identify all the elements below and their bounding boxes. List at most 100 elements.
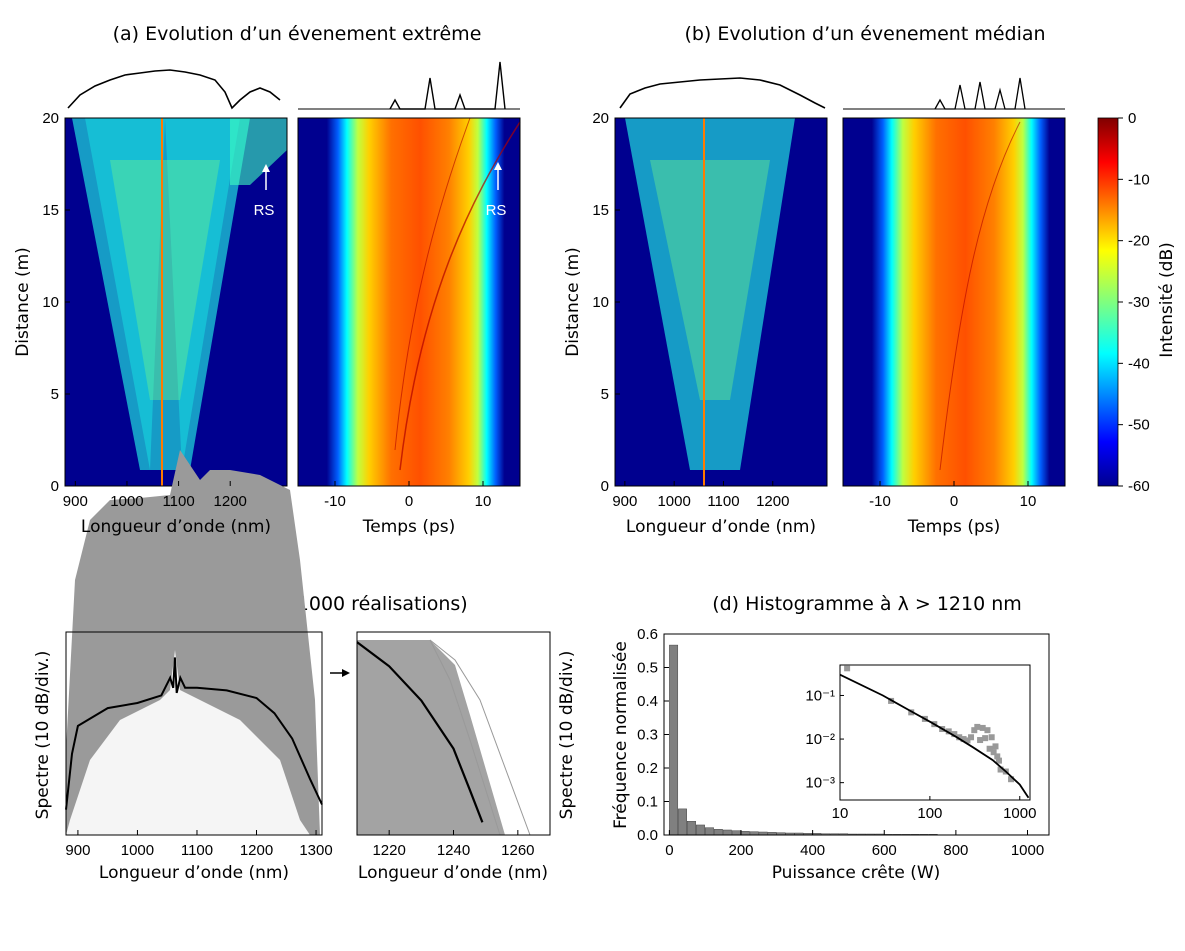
inset-point xyxy=(844,665,851,672)
a-spectral-ylabel: Distance (m) xyxy=(13,247,33,357)
panel-b-temporal-map xyxy=(843,118,1065,486)
a-spectral-xtick-label: 1000 xyxy=(110,493,143,510)
inset-point xyxy=(982,735,989,742)
panel-a-rs-arrowhead xyxy=(262,164,270,172)
panel-a-rs-label-temporal: RS xyxy=(486,202,507,219)
a-temporal-xlabel: Temps (ps) xyxy=(362,517,455,537)
panel-c-realisations-floor xyxy=(66,650,310,835)
d-histogram-xtick-label: 400 xyxy=(800,842,825,859)
inset-point xyxy=(988,734,995,741)
d-histogram-ytick-label: 0.0 xyxy=(637,827,658,844)
d-histogram-ytick-label: 0.1 xyxy=(637,794,658,811)
a-spectral-xtick-label: 900 xyxy=(63,493,88,510)
b-spectral-xtick-label: 1100 xyxy=(707,493,739,510)
panel-a-temporal-profile xyxy=(389,61,506,110)
histogram-bar xyxy=(740,831,750,836)
panel-b-spectral-cone xyxy=(625,118,795,470)
c-full-xtick-label: 1100 xyxy=(181,842,213,859)
d-histogram-ytick-label: 0.4 xyxy=(637,693,658,710)
inset-point xyxy=(968,734,975,741)
histogram-bar xyxy=(704,827,714,836)
histogram-bar xyxy=(669,644,679,836)
panel-b-title: (b) Evolution d’un évenement médian xyxy=(684,23,1045,45)
inset-point xyxy=(994,753,1001,760)
inset-point xyxy=(964,737,971,744)
inset-point xyxy=(951,731,958,738)
panel-d-inset xyxy=(839,664,1031,801)
panel-a-title: (a) Evolution d’un évenement extrême xyxy=(113,23,482,45)
panel-d-inset-fit xyxy=(839,673,1030,799)
b-temporal-xtick-label: 0 xyxy=(950,493,958,510)
inset-xtick-label: 10 xyxy=(832,805,849,822)
panel-a-spectral-profile xyxy=(67,69,281,110)
panel-c-zoom-realisations xyxy=(357,640,505,835)
colorbar-gradient xyxy=(1097,117,1119,487)
b-spectral-xtick-label: 900 xyxy=(612,493,637,510)
panel-c-zoom-mean-spectrum xyxy=(356,641,484,823)
a-temporal-xtick-label: -10 xyxy=(324,493,346,510)
axis-labels: Longueur d’onde (nm) Distance (m) Temps (p… xyxy=(13,247,1000,883)
colorbar-tick-label: -50 xyxy=(1128,417,1150,434)
d-histogram-ytick-label: 0.3 xyxy=(637,727,658,744)
d-histogram-xtick-label: 0 xyxy=(665,842,673,859)
histogram-bar xyxy=(749,831,759,836)
inset-point xyxy=(986,745,993,752)
panel-a-soliton-trace xyxy=(399,121,521,471)
a-spectral-ytick-label: 10 xyxy=(42,294,59,311)
inset-point xyxy=(984,727,991,734)
b-spectral-xtick-label: 1000 xyxy=(657,493,690,510)
histogram-bar xyxy=(722,829,732,836)
b-spectral-ytick-label: 15 xyxy=(592,202,609,219)
a-spectral-ytick-label: 5 xyxy=(51,386,59,403)
c-full-xtick-label: 1200 xyxy=(240,842,273,859)
a-temporal-xtick-label: 0 xyxy=(405,493,413,510)
b-spectral-xtick-label: 1200 xyxy=(756,493,789,510)
inset-ytick-label: 10⁻³ xyxy=(805,775,835,792)
inset-ytick-label: 10⁻² xyxy=(805,731,835,748)
colorbar-tick-label: -60 xyxy=(1128,478,1150,495)
panel-a-rs-label: RS xyxy=(254,202,275,219)
panel-c-full-frame xyxy=(65,631,323,836)
panel-a-rs-arrowhead-temporal xyxy=(494,162,502,170)
c-full-xtick-label: 900 xyxy=(65,842,90,859)
panel-a-soliton-trace xyxy=(394,117,471,451)
histogram-bar xyxy=(713,829,723,836)
panel-c-mean-spectrum xyxy=(65,657,323,810)
inset-point xyxy=(977,737,984,744)
c-zoom-xlabel: Longueur d’onde (nm) xyxy=(358,863,548,883)
a-spectral-ytick-label: 20 xyxy=(42,110,59,127)
inset-point xyxy=(1008,776,1015,783)
d-histogram-ytick-label: 0.6 xyxy=(637,626,658,643)
a-spectral-xtick-label: 1200 xyxy=(214,493,247,510)
inset-point xyxy=(997,766,1004,773)
panel-c-zoom-arrowhead xyxy=(342,669,350,677)
c-full-xtick-label: 1300 xyxy=(299,842,332,859)
panel-b-spectral-profile xyxy=(619,77,826,109)
d-histogram-xtick-label: 200 xyxy=(728,842,753,859)
panel-c-zoom xyxy=(356,631,551,836)
histogram-bar xyxy=(731,830,741,836)
panel-b-soliton-trace xyxy=(939,121,1021,471)
histogram-bar xyxy=(687,821,696,836)
panel-b-temporal xyxy=(842,77,1066,487)
inset-ytick-label: 10⁻¹ xyxy=(805,687,835,704)
a-temporal-xtick-label: 10 xyxy=(475,493,492,510)
b-spectral-ytick-label: 20 xyxy=(592,110,609,127)
colorbar-tick-label: 0 xyxy=(1128,110,1136,127)
c-zoom-xtick-label: 1260 xyxy=(501,842,534,859)
d-histogram-xtick-label: 800 xyxy=(943,842,968,859)
panel-a-temporal-map xyxy=(298,118,520,486)
b-spectral-ytick-label: 10 xyxy=(592,294,609,311)
b-spectral-ytick-label: 5 xyxy=(601,386,609,403)
panel-c-full xyxy=(65,450,350,836)
c-full-xtick-label: 1000 xyxy=(121,842,154,859)
a-spectral-xlabel: Longueur d’onde (nm) xyxy=(81,517,271,537)
d-histogram-ylabel: Fréquence normalisée xyxy=(611,641,631,829)
d-histogram-xlabel: Puissance crête (W) xyxy=(772,863,941,883)
colorbar-label: Intensité (dB) xyxy=(1157,242,1177,358)
c-zoom-xtick-label: 1240 xyxy=(437,842,470,859)
colorbar-tick-label: -20 xyxy=(1128,233,1150,250)
inset-xtick-label: 100 xyxy=(917,805,942,822)
c-full-xlabel: Longueur d’onde (nm) xyxy=(99,863,289,883)
